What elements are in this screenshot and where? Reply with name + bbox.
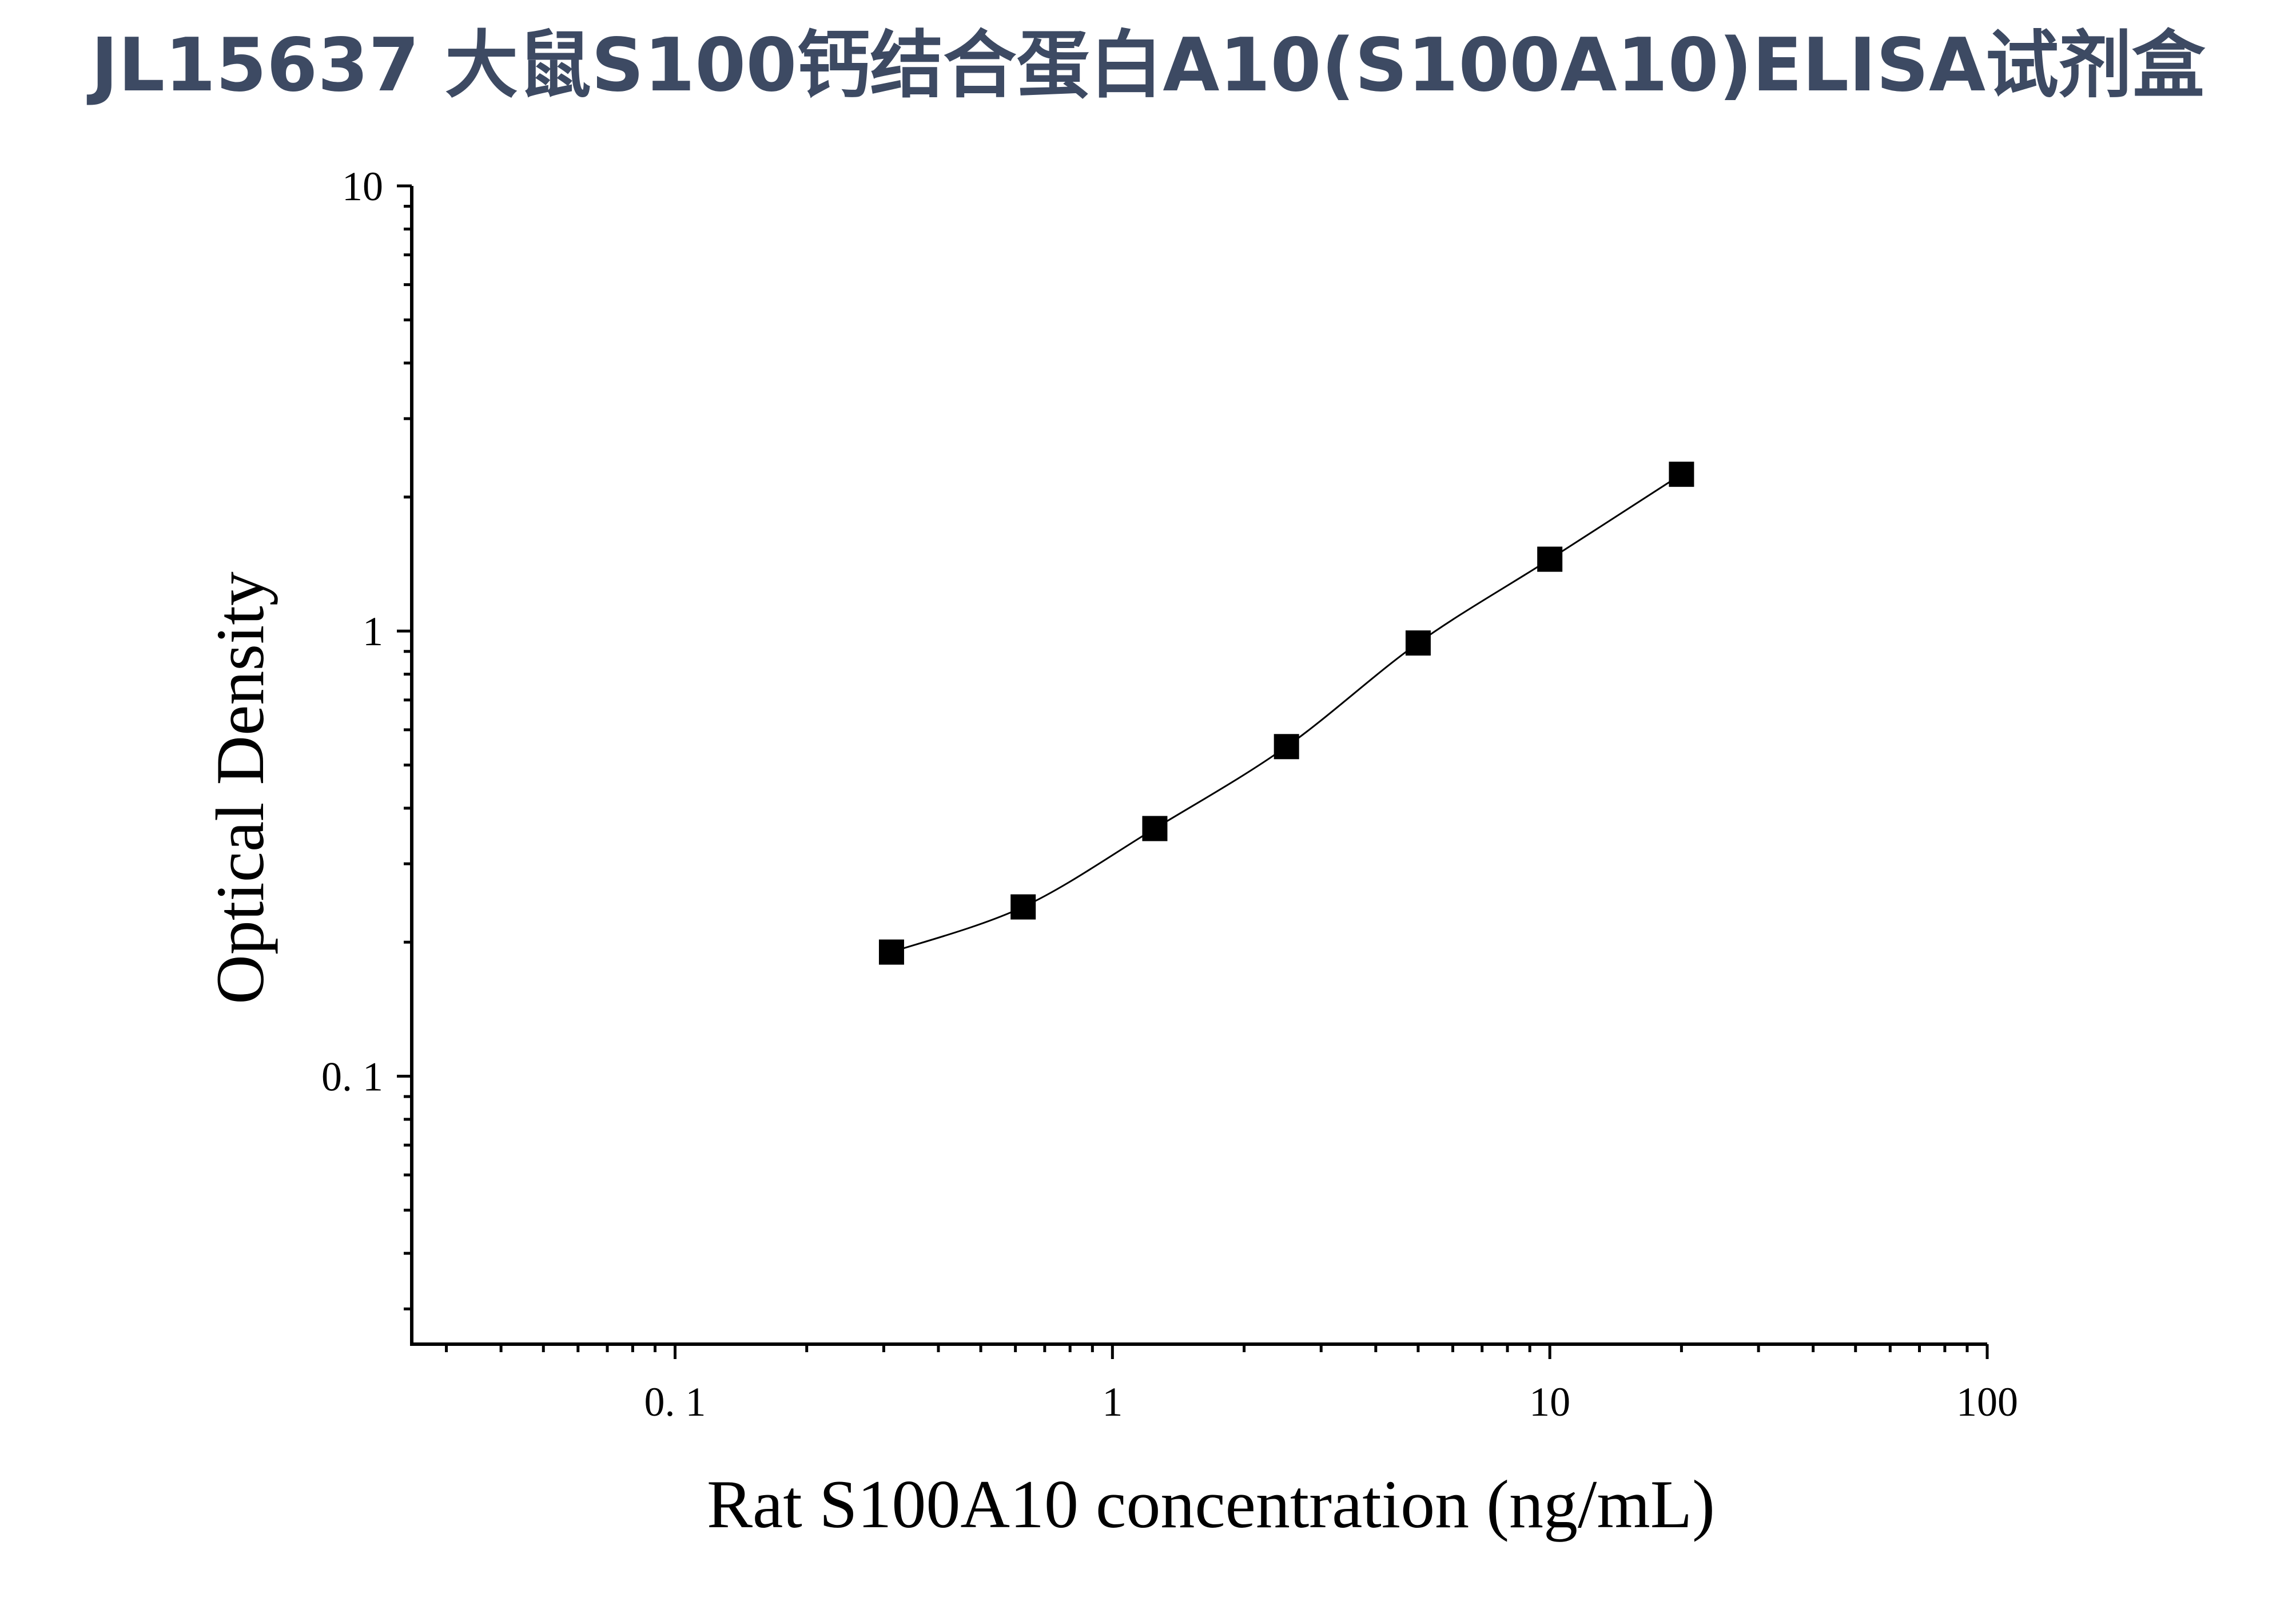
y-tick-label: 1	[363, 609, 383, 654]
x-tick-label: 1	[1102, 1379, 1123, 1425]
x-tick-label: 10	[1529, 1379, 1570, 1425]
y-axis-title: Optical Density	[202, 571, 278, 1004]
x-tick-label: 100	[1956, 1379, 2018, 1425]
axes	[410, 186, 1987, 1346]
data-point	[1537, 546, 1563, 572]
data-point	[1010, 894, 1036, 920]
y-tick-label: 10	[342, 164, 383, 209]
x-tick-label: 0. 1	[644, 1379, 706, 1425]
data-point	[1405, 630, 1431, 656]
fit-curve	[891, 473, 1682, 953]
data-points	[878, 462, 1694, 965]
x-axis-title: Rat S100A10 concentration (ng/mL)	[707, 1466, 1715, 1542]
axis-ticks	[397, 184, 1989, 1359]
chart-title: JL15637 大鼠S100钙结合蛋白A10(S100A10)ELISA试剂盒	[90, 23, 2206, 108]
data-point	[878, 939, 904, 965]
data-point	[1274, 734, 1299, 760]
y-tick-label: 0. 1	[321, 1054, 383, 1099]
tick-labels: 0. 1 1 10 100 0. 1 1 10	[321, 164, 2018, 1425]
data-point	[1142, 816, 1168, 841]
data-point	[1669, 462, 1694, 487]
